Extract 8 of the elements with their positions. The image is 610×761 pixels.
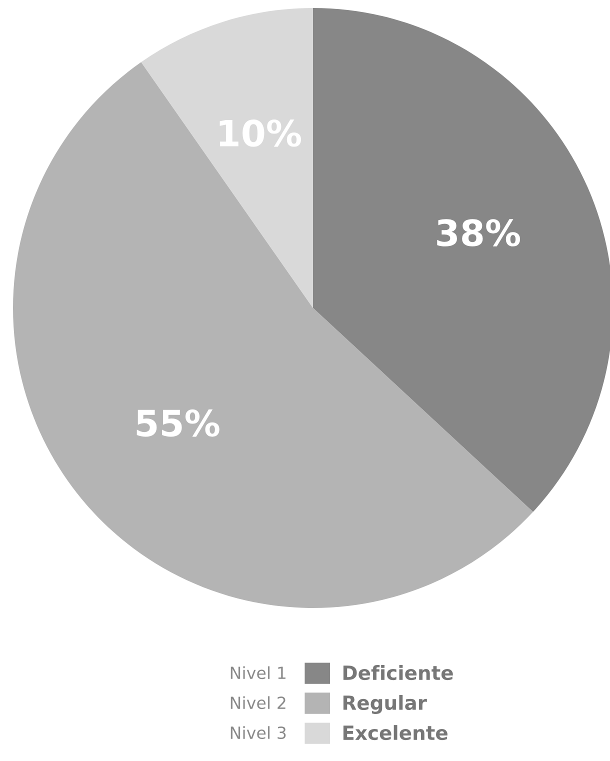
text: Nivel 1 <box>230 666 286 680</box>
text: Nivel 3 <box>230 726 286 740</box>
text: Nivel 2 <box>230 696 286 710</box>
legend-label: Regular <box>343 695 427 714</box>
data-label: 38% <box>437 219 520 246</box>
legend-label: Deficiente <box>343 665 453 680</box>
data-label: 55% <box>136 409 220 437</box>
legend-label: Excelente <box>343 725 448 740</box>
